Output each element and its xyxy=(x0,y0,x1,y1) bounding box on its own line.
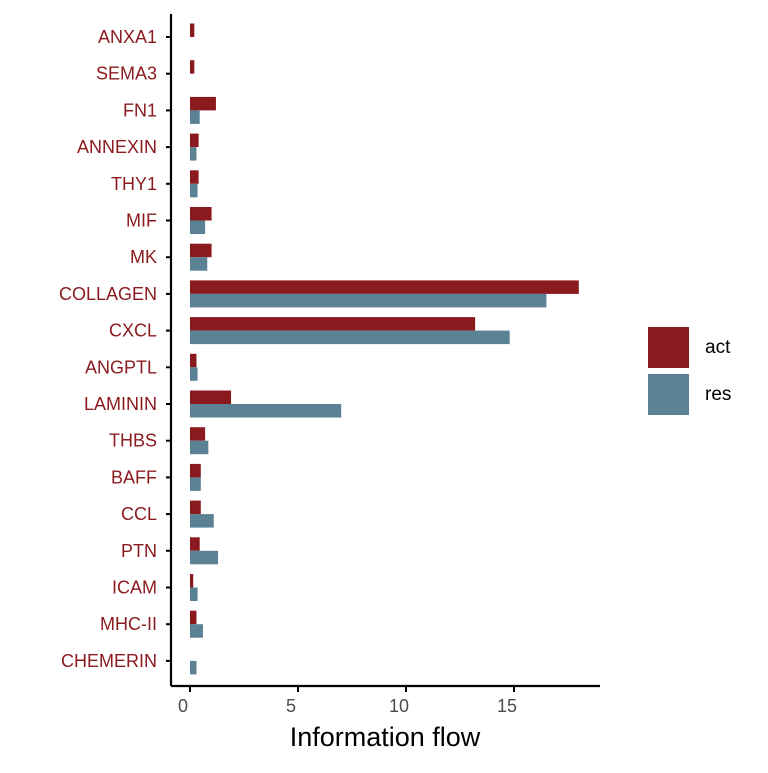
legend-label-act: act xyxy=(705,337,731,358)
legend-key-act xyxy=(648,327,689,368)
y-tick-label-mif: MIF xyxy=(126,211,157,231)
y-tick-label-sema3: SEMA3 xyxy=(96,64,157,84)
bar-res-chemerin xyxy=(190,660,197,675)
bar-res-mhc-ii xyxy=(190,624,203,638)
bar-act-thy1 xyxy=(190,170,199,184)
bar-act-anxa1 xyxy=(190,23,195,37)
y-tick-label-laminin: LAMININ xyxy=(84,394,157,414)
y-tick-label-ptn: PTN xyxy=(121,541,157,561)
bar-res-ccl xyxy=(190,514,214,528)
y-tick-label-thy1: THY1 xyxy=(111,174,157,194)
y-tick-label-icam: ICAM xyxy=(112,578,157,598)
y-tick-label-ccl: CCL xyxy=(121,504,157,524)
x-tick-label-10: 10 xyxy=(389,696,409,716)
x-tick-label-5: 5 xyxy=(286,696,296,716)
bar-res-mif xyxy=(190,220,206,234)
x-tick-label-15: 15 xyxy=(497,696,517,716)
y-tick-label-annexin: ANNEXIN xyxy=(77,137,157,157)
bar-act-mif xyxy=(190,207,212,221)
y-tick-label-anxa1: ANXA1 xyxy=(98,27,157,47)
bar-act-laminin xyxy=(190,390,232,404)
bar-act-thbs xyxy=(190,427,206,441)
y-tick-label-fn1: FN1 xyxy=(123,100,157,120)
bar-act-annexin xyxy=(190,133,199,148)
y-tick-label-baff: BAFF xyxy=(111,467,157,487)
y-axis: ANXA1 SEMA3 FN1 ANNEXIN THY1 MIF MK COLLAGEN CXC… xyxy=(59,14,173,686)
x-axis: 0 5 10 15 xyxy=(171,684,600,716)
bar-act-ptn xyxy=(190,537,200,551)
bar-res-baff xyxy=(190,477,201,491)
y-tick-label-thbs: THBS xyxy=(109,431,157,451)
bar-act-cxcl xyxy=(190,317,476,331)
bar-act-collagen xyxy=(190,280,579,294)
bar-res-thy1 xyxy=(190,183,198,198)
bar-res-annexin xyxy=(190,147,197,161)
x-tick-label-0: 0 xyxy=(178,696,188,716)
y-tick-label-chemerin: CHEMERIN xyxy=(61,651,157,671)
y-tick-label-cxcl: CXCL xyxy=(109,321,157,341)
bar-res-mk xyxy=(190,257,208,271)
bars-layer xyxy=(190,23,579,675)
bar-res-angptl xyxy=(190,367,198,381)
bar-act-sema3 xyxy=(190,60,195,74)
bar-act-icam xyxy=(190,574,194,588)
bar-res-cxcl xyxy=(190,330,510,345)
bar-act-baff xyxy=(190,463,201,478)
bar-res-fn1 xyxy=(190,110,200,124)
y-tick-label-collagen: COLLAGEN xyxy=(59,284,157,304)
bar-res-collagen xyxy=(190,293,547,308)
y-tick-label-angptl: ANGPTL xyxy=(85,357,157,377)
y-tick-label-mhc-ii: MHC-II xyxy=(100,614,157,634)
legend-key-res xyxy=(648,374,689,415)
bar-act-angptl xyxy=(190,353,197,368)
legend-label-res: res xyxy=(705,384,731,405)
x-axis-title: Information flow xyxy=(290,722,481,752)
legend: act res xyxy=(648,327,731,415)
y-tick-label-mk: MK xyxy=(130,247,157,267)
bar-act-ccl xyxy=(190,500,201,515)
bar-res-laminin xyxy=(190,404,342,418)
bar-res-ptn xyxy=(190,550,219,565)
bar-act-fn1 xyxy=(190,96,216,111)
bar-act-mk xyxy=(190,243,212,258)
bar-act-mhc-ii xyxy=(190,610,197,625)
bar-res-thbs xyxy=(190,440,209,455)
bar-res-icam xyxy=(190,587,198,601)
